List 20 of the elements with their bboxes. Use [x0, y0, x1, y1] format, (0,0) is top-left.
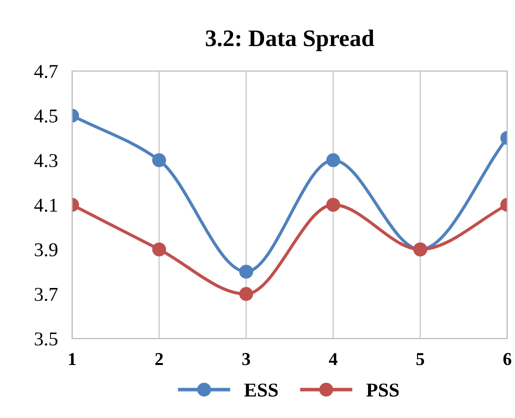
- legend-label: PSS: [366, 384, 399, 397]
- x-tick-label: 5: [416, 353, 424, 366]
- x-tick-label: 3: [242, 353, 250, 366]
- x-tick-label: 4: [328, 353, 338, 365]
- x-tick-label: 2: [155, 353, 163, 365]
- x-tick-label: 6: [503, 353, 512, 366]
- y-tick-label: 3.5: [34, 332, 58, 346]
- point: [239, 287, 254, 301]
- y-tick-label: 3.7: [34, 288, 58, 302]
- y-tick-label: 4.7: [34, 65, 58, 78]
- y-tick-label: 4.1: [34, 198, 58, 212]
- y-tick-label: 3.9: [34, 243, 58, 256]
- point: [326, 153, 340, 168]
- point: [326, 198, 340, 212]
- point: [239, 264, 254, 279]
- y-tick-label: 4.5: [34, 110, 58, 123]
- legend-label: ESS: [244, 384, 278, 397]
- x-tick-label: 1: [69, 353, 76, 365]
- y-tick-label: 4.3: [34, 154, 58, 168]
- chart-title: 3.2: Data Spread: [206, 30, 374, 52]
